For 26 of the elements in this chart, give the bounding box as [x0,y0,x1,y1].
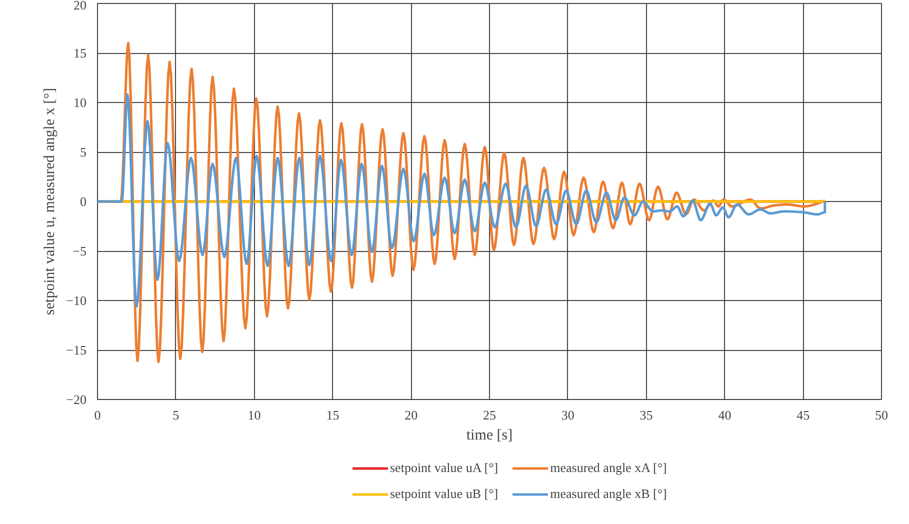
legend-label: setpoint value uB [°] [390,486,498,502]
y-tick-label: 10 [74,95,86,110]
y-tick-label: −10 [66,293,87,308]
y-tick-label: −20 [66,392,87,407]
y-tick-label: −5 [72,244,87,258]
x-tick-label: 40 [718,408,732,422]
y-tick-label: 20 [74,0,86,12]
y-tick-label: 0 [80,194,86,209]
y-tick-label: −15 [66,342,87,358]
x-tick-label: 50 [875,408,888,422]
x-tick-label: 45 [796,408,810,422]
x-tick-label: 0 [94,408,101,422]
legend-label: measured angle xA [°] [550,460,667,476]
legend-label: setpoint value uA [°] [390,460,498,476]
x-tick-label: 10 [248,408,261,422]
y-tick-label: 5 [80,144,86,160]
x-tick-label: 20 [404,408,418,422]
x-axis-title: time [s] [466,428,513,444]
x-tick-label: 35 [640,408,653,422]
y-axis-title: setpoint value u, measured angle x [°] [42,88,58,316]
legend-label: measured angle xB [°] [550,486,667,502]
x-tick-label: 25 [483,408,496,422]
x-tick-label: 15 [326,408,340,422]
x-tick-label: 5 [172,408,180,422]
x-tick-label: 30 [561,408,574,422]
y-tick-label: 15 [74,46,86,60]
